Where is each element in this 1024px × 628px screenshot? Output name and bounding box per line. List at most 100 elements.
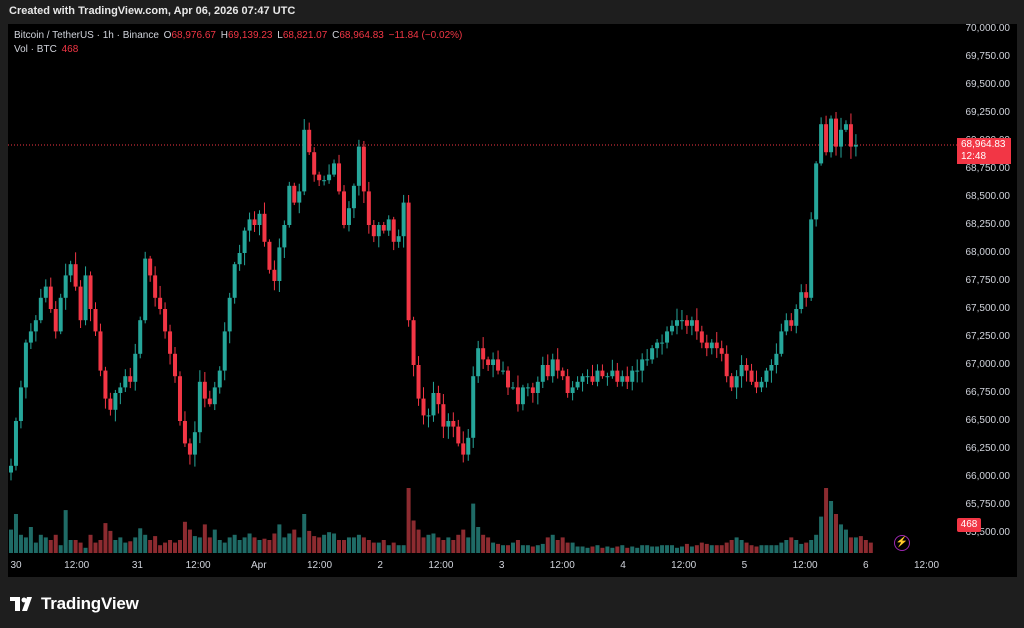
volume-bar: [332, 533, 337, 553]
volume-bar: [789, 537, 794, 553]
time-tick-label: 5: [741, 560, 748, 571]
volume-bar: [88, 534, 93, 553]
candle-body: [401, 202, 406, 237]
volume-bar: [535, 545, 540, 553]
volume-bar: [431, 533, 436, 553]
candle-body: [660, 342, 665, 344]
volume-bar: [252, 537, 257, 553]
volume-bar: [436, 537, 441, 553]
candle-body: [217, 370, 222, 388]
volume-bar: [386, 545, 391, 553]
volume-bar: [481, 534, 486, 553]
chart-area[interactable]: [8, 24, 1017, 577]
volume-bar: [242, 537, 247, 553]
candle-body: [332, 163, 337, 175]
candle-body: [227, 297, 232, 332]
price-tick-label: 68,500.00: [965, 191, 1011, 202]
price-tick-label: 67,750.00: [965, 275, 1011, 286]
candle-body: [525, 387, 530, 389]
top-bar: Created with TradingView.com, Apr 06, 20…: [0, 0, 1024, 24]
candle-body: [346, 208, 351, 225]
candle-body: [192, 432, 197, 455]
volume-bar: [545, 537, 550, 553]
price-tick-label: 66,250.00: [965, 443, 1011, 454]
volume-bar: [580, 546, 585, 553]
candle-body: [187, 443, 192, 455]
volume-bar: [565, 542, 570, 553]
candle-body: [734, 376, 739, 388]
volume-bar: [327, 532, 332, 553]
candle-body: [337, 163, 342, 192]
candle-body: [615, 370, 620, 382]
volume-bar: [446, 537, 451, 553]
candle-body: [113, 393, 118, 410]
volume-bar: [267, 540, 272, 553]
candle-body: [809, 219, 814, 298]
candle-body: [163, 309, 168, 332]
time-tick-label: 2: [377, 560, 383, 571]
candle-body: [13, 421, 18, 466]
candle-body: [486, 359, 491, 365]
candle-body: [814, 163, 819, 220]
volume-bar: [456, 534, 461, 553]
volume-bar: [699, 542, 704, 553]
candle-body: [535, 381, 540, 393]
candle-body: [635, 370, 640, 372]
volume-bar: [232, 534, 237, 553]
volume-bar: [734, 537, 739, 553]
candle-body: [650, 348, 655, 360]
close-value: 68,964.83: [339, 30, 384, 41]
candle-body: [605, 376, 610, 378]
candle-body: [838, 129, 843, 147]
candle-body: [242, 230, 247, 253]
candle-body: [515, 387, 520, 405]
time-tick-label: 12:00: [792, 560, 818, 571]
volume-bar: [506, 545, 510, 553]
candle-body: [436, 393, 441, 405]
volume-bar: [719, 545, 724, 553]
tradingview-logo[interactable]: TradingView: [10, 594, 139, 614]
time-tick-label: Apr: [251, 560, 267, 571]
high-label: H: [220, 30, 228, 41]
volume-bar: [38, 534, 43, 553]
time-tick-label: 6: [863, 560, 869, 571]
volume-bar: [510, 542, 515, 553]
volume-bar: [118, 537, 123, 553]
volume-bar: [834, 514, 839, 553]
tradingview-logo-text: TradingView: [41, 594, 139, 613]
candle-body: [704, 342, 709, 349]
candle-body: [108, 398, 113, 410]
candle-body: [297, 191, 302, 203]
tradingview-logo-icon: [10, 597, 36, 611]
candle-body: [287, 185, 292, 225]
volume-bar: [391, 542, 396, 553]
volume-bar: [709, 545, 714, 553]
price-tick-label: 68,000.00: [965, 247, 1011, 258]
volume-bar: [292, 529, 297, 553]
candle-body: [202, 381, 207, 399]
volume-bar: [202, 524, 207, 553]
candle-body: [232, 264, 237, 298]
volume-bar: [307, 530, 312, 553]
volume-bar: [18, 534, 23, 553]
candle-body: [580, 376, 585, 382]
candle-body: [679, 320, 684, 322]
candle-body: [709, 342, 714, 349]
volume-bar: [804, 542, 809, 553]
candle-body: [128, 376, 133, 382]
candle-body: [421, 398, 426, 416]
volume-bar: [739, 540, 744, 553]
time-tick-label: 12:00: [185, 560, 211, 571]
volume-bar: [570, 542, 575, 553]
volume-bar: [530, 546, 535, 553]
lightning-icon[interactable]: ⚡: [894, 535, 910, 551]
candle-body: [610, 370, 615, 377]
volume-bar: [799, 543, 804, 553]
candle-body: [416, 365, 421, 399]
candle-body: [327, 174, 332, 181]
volume-bar: [645, 545, 650, 553]
symbol-title[interactable]: Bitcoin / TetherUS · 1h · Binance: [14, 30, 159, 41]
volume-label[interactable]: Vol · BTC: [14, 44, 57, 55]
volume-bar: [660, 545, 665, 553]
candle-body: [103, 370, 108, 399]
